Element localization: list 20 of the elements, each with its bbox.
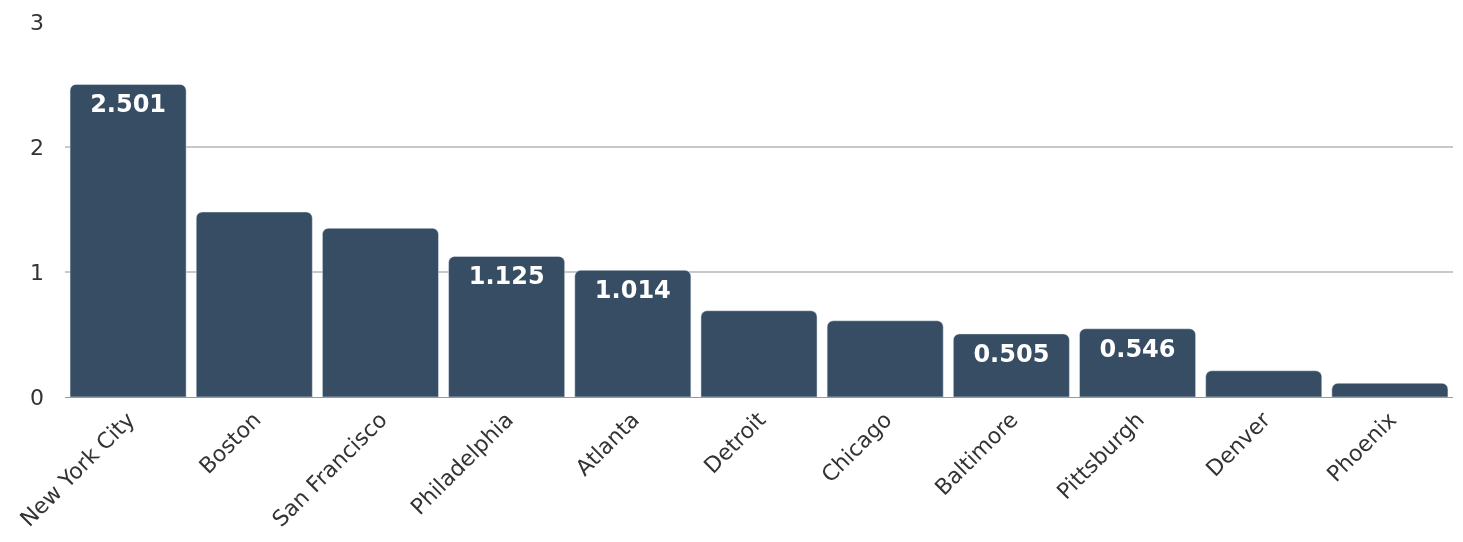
bar [953, 333, 1070, 397]
bar [700, 310, 818, 397]
bar [1205, 370, 1323, 397]
bar [574, 270, 692, 397]
y-tick-label: 1 [30, 259, 44, 285]
y-tick-label: 0 [30, 384, 44, 410]
bar [448, 256, 565, 397]
bar [322, 228, 439, 397]
y-tick-label: 3 [30, 9, 44, 35]
y-tick-label: 2 [30, 134, 44, 160]
data-label: 2.501 [90, 90, 167, 119]
data-label: 1.014 [594, 276, 671, 305]
bar [826, 320, 944, 397]
data-label: 0.546 [1099, 334, 1176, 363]
bar [69, 84, 187, 397]
bar [195, 211, 313, 397]
bar [1079, 328, 1196, 397]
data-label: 0.505 [973, 339, 1050, 368]
bar [1331, 383, 1449, 397]
data-label: 1.125 [468, 262, 545, 291]
